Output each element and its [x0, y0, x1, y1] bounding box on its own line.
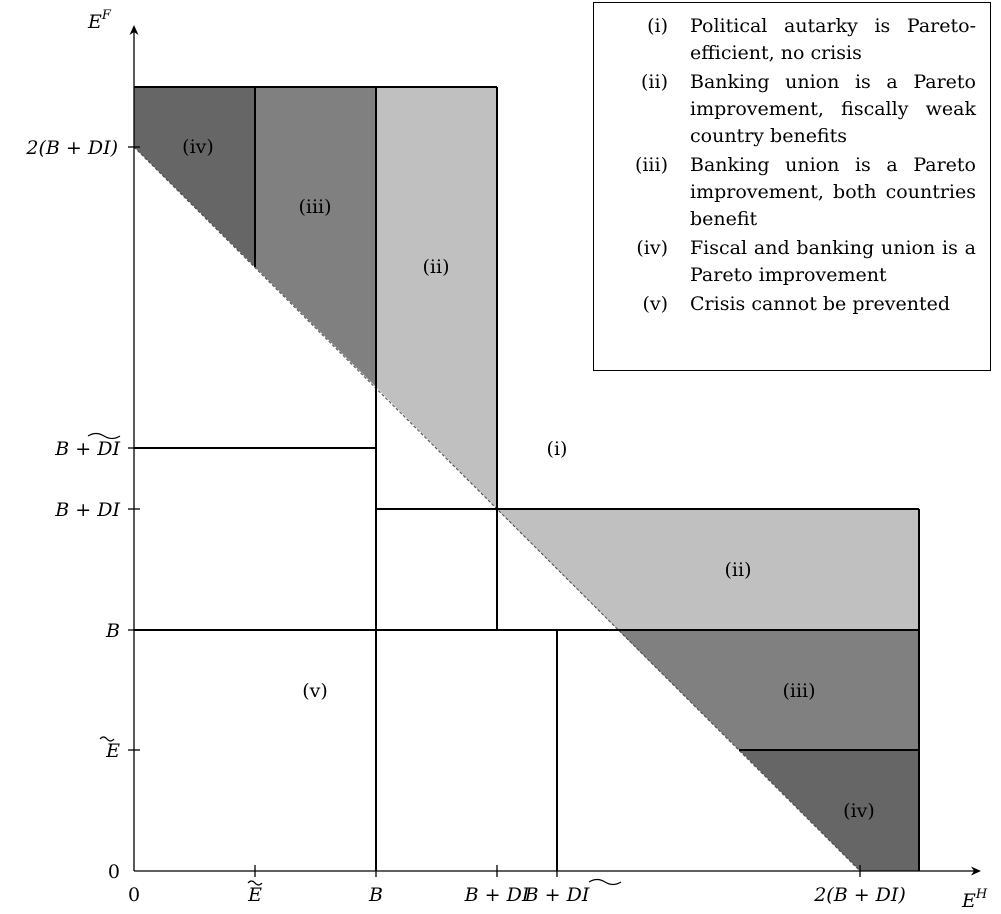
y-tick-label-two-b-di: 2(B + DI): [25, 137, 118, 159]
legend-item-number: (iii): [634, 154, 668, 176]
legend-item-iii: (iii) Banking union is a Pareto improvem…: [606, 152, 976, 233]
region-ii-right: [497, 509, 919, 630]
y-axis-arrow: [129, 25, 139, 35]
y-tick-label-b-di-tilde: B + DI: [54, 438, 120, 460]
legend-item-text: Fiscal and banking union is a Pareto imp…: [690, 237, 976, 286]
y-tilde-mark-di: [87, 432, 121, 440]
y-tick-label-zero: 0: [108, 861, 120, 883]
region-iii-right: [618, 630, 919, 750]
legend-item-ii: (ii) Banking union is a Pareto improveme…: [606, 69, 976, 150]
y-axis-title: EF: [87, 8, 112, 33]
legend-item-text: Crisis cannot be prevented: [690, 293, 951, 315]
legend-item-number: (i): [647, 15, 668, 37]
legend-item-i: (i) Political autarky is Pareto-efficien…: [606, 13, 976, 67]
region-iv-right: [739, 750, 919, 871]
x-axis-title: EH: [961, 887, 988, 912]
legend-item-number: (iv): [636, 237, 668, 259]
legend-item-text: Banking union is a Pareto improvement, f…: [690, 71, 976, 147]
x-tilde-mark-di: [588, 878, 622, 886]
region-ii-top: [376, 87, 497, 509]
legend-item-iv: (iv) Fiscal and banking union is a Paret…: [606, 235, 976, 289]
region-label-iii-right: (iii): [782, 680, 815, 702]
legend-item-number: (v): [642, 293, 668, 315]
legend-item-text: Political autarky is Pareto-efficient, n…: [690, 15, 976, 64]
region-label-iv-right: (iv): [843, 800, 875, 822]
y-tick-label-b-di: B + DI: [54, 499, 120, 521]
x-tick-label-two-b-di: 2(B + DI): [813, 884, 906, 906]
x-tick-label-zero: 0: [128, 884, 140, 906]
region-label-ii-top: (ii): [423, 256, 450, 278]
region-label-iv-top: (iv): [182, 136, 214, 158]
region-label-i: (i): [547, 438, 568, 460]
x-tick-label-e-tilde: E: [247, 884, 262, 906]
region-label-v: (v): [302, 680, 328, 702]
region-label-ii-right: (ii): [725, 559, 752, 581]
legend-item-v: (v) Crisis cannot be prevented: [606, 291, 976, 318]
y-tick-label-e-tilde: E: [105, 740, 120, 762]
legend-item-number: (ii): [641, 71, 668, 93]
region-iii-top: [255, 87, 376, 387]
x-tick-label-b-di-tilde: B + DI: [524, 884, 590, 906]
legend-item-text: Banking union is a Pareto improvement, b…: [690, 154, 976, 230]
x-tick-label-b-di: B + DI: [464, 884, 530, 906]
y-tick-label-b: B: [105, 620, 120, 642]
x-tick-label-b: B: [368, 884, 383, 906]
legend-box: (i) Political autarky is Pareto-efficien…: [593, 2, 991, 371]
x-axis-arrow: [971, 866, 981, 876]
region-iv-top: [134, 87, 255, 267]
x-tilde-mark-e: [247, 880, 263, 886]
y-tilde-mark-e: [99, 736, 115, 742]
region-label-iii-top: (iii): [298, 196, 331, 218]
